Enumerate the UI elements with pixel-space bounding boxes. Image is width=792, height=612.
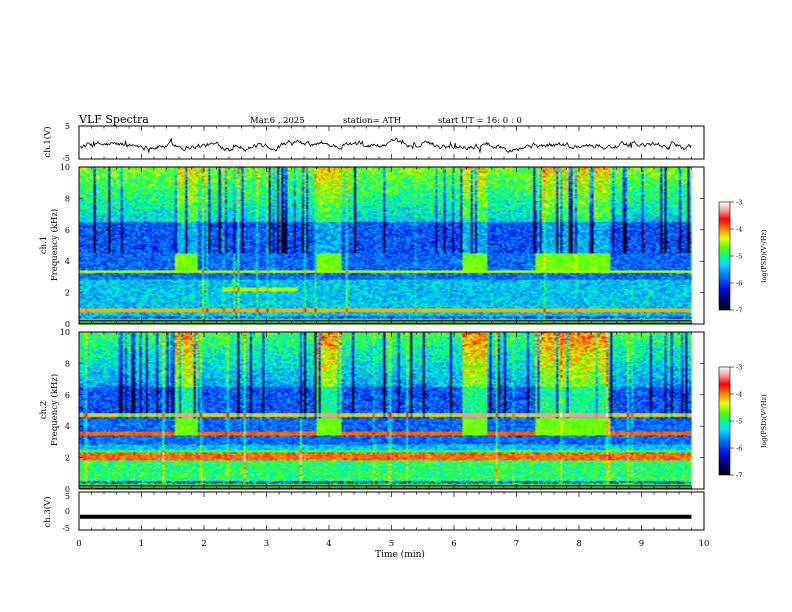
ch3-ylabel: ch.3(V) — [42, 496, 53, 527]
colorbar-tick-label: -4 — [736, 391, 742, 399]
time-axis-tick-label: 6 — [451, 539, 456, 549]
time-axis-tick-label: 10 — [699, 539, 710, 549]
time-axis-tick-label: 1 — [139, 539, 144, 549]
ch3-ytick-middle: 0 — [65, 507, 70, 516]
time-axis-tick-label: 3 — [264, 539, 269, 549]
time-axis-tick-labels: 0 1 2 3 4 5 6 7 8 9 10 — [76, 539, 709, 549]
ch2-spectrogram-ylabel-frequency: Frequency (kHz) — [49, 374, 60, 446]
ch2-colorbar-ticks: -3 -4 -5 -6 -7 — [730, 364, 742, 480]
ch1-spectrogram-panel: 10 8 6 4 2 0 ch.1 Frequency (kHz) -3 -4 -5 -6 -7 … — [39, 163, 768, 329]
ch3-ytick-top: 5 — [65, 492, 70, 501]
time-axis-tick-label: 8 — [576, 539, 581, 549]
date-label: Mar.6 , 2025 — [250, 116, 305, 126]
frequency-tick-label: 10 — [60, 163, 70, 172]
ch2-colorbar: -3 -4 -5 -6 -7 log(PSD)(V²/Hz) — [718, 364, 768, 480]
ch1-spectrogram-xticks — [78, 167, 705, 324]
ch1-spectrogram-ylabel-channel: ch.1 — [39, 236, 49, 254]
ch3-waveform-frame — [78, 491, 705, 531]
colorbar-tick-label: -4 — [736, 226, 742, 234]
start-ut-label: start UT = 16: 0 : 0 — [438, 116, 522, 126]
colorbar-tick-label: -6 — [736, 445, 742, 453]
ch3-waveform-panel: 5 0 -5 ch.3(V) — [42, 491, 705, 533]
ch1-colorbar-ticks: -3 -4 -5 -6 -7 — [730, 199, 742, 315]
colorbar-tick-label: -5 — [736, 253, 742, 261]
ch2-spectrogram-yticks: 10 8 6 4 2 0 — [60, 328, 704, 494]
frequency-tick-label: 6 — [65, 226, 70, 235]
time-axis-tick-label: 7 — [514, 539, 519, 549]
ch1-waveform-ticks — [78, 126, 705, 159]
frequency-tick-label: 8 — [65, 359, 70, 368]
ch3-waveform-ticks — [78, 492, 705, 530]
ch3-ytick-bottom: -5 — [62, 524, 70, 533]
station-label: station= ATH — [343, 116, 401, 126]
time-axis-tick-label: 0 — [76, 539, 81, 549]
frequency-tick-label: 2 — [65, 289, 70, 298]
colorbar-tick-label: -3 — [736, 364, 742, 372]
time-axis-tick-label: 5 — [389, 539, 394, 549]
frequency-tick-label: 4 — [65, 257, 70, 266]
time-axis-label: Time (min) — [375, 549, 425, 560]
time-axis-tick-label: 2 — [201, 539, 206, 549]
colorbar-tick-label: -7 — [736, 307, 742, 315]
ch2-colorbar-bar — [718, 366, 731, 476]
time-axis-tick-label: 4 — [326, 539, 331, 549]
ch1-spectrogram-ylabel-frequency: Frequency (kHz) — [49, 209, 60, 281]
ch2-spectrogram-panel: 10 8 6 4 2 0 ch.2 Frequency (kHz) -3 -4 -5 -6 -7 … — [39, 328, 768, 494]
frequency-tick-label: 0 — [65, 320, 70, 329]
ch2-colorbar-label: log(PSD)(V²/Hz) — [760, 394, 768, 447]
frequency-tick-label: 4 — [65, 422, 70, 431]
ch2-spectrogram-ylabel-channel: ch.2 — [39, 401, 49, 419]
spectrogram-raster — [79, 167, 704, 324]
ch1-ytick-top: 5 — [65, 122, 70, 131]
frequency-tick-label: 6 — [65, 391, 70, 400]
ch1-ylabel: ch.1(V) — [42, 126, 53, 157]
spectrogram-raster — [79, 332, 704, 489]
frequency-tick-label: 0 — [65, 485, 70, 494]
colorbar-tick-label: -3 — [736, 199, 742, 207]
ch1-spectrogram-yticks: 10 8 6 4 2 0 — [60, 163, 704, 329]
time-axis-tick-label: 9 — [639, 539, 644, 549]
frequency-tick-label: 8 — [65, 194, 70, 203]
colorbar-tick-label: -6 — [736, 280, 742, 288]
ch1-colorbar: -3 -4 -5 -6 -7 log(PSD)(V²/Hz) — [718, 199, 768, 315]
ch2-spectrogram-xticks — [78, 332, 705, 489]
ch1-spectrogram-image — [79, 167, 704, 324]
figure-title: VLF Spectra — [78, 113, 149, 126]
ch1-colorbar-label: log(PSD)(V²/Hz) — [760, 229, 768, 282]
ch1-colorbar-bar — [718, 201, 731, 311]
colorbar-tick-label: -5 — [736, 418, 742, 426]
ch2-spectrogram-image — [79, 332, 704, 489]
frequency-tick-label: 2 — [65, 454, 70, 463]
frequency-tick-label: 10 — [60, 328, 70, 337]
ch1-ytick-bottom: -5 — [62, 154, 70, 163]
ch1-waveform-line — [79, 137, 692, 154]
ch1-waveform-panel: 5 -5 ch.1(V) — [42, 122, 705, 163]
colorbar-tick-label: -7 — [736, 472, 742, 480]
